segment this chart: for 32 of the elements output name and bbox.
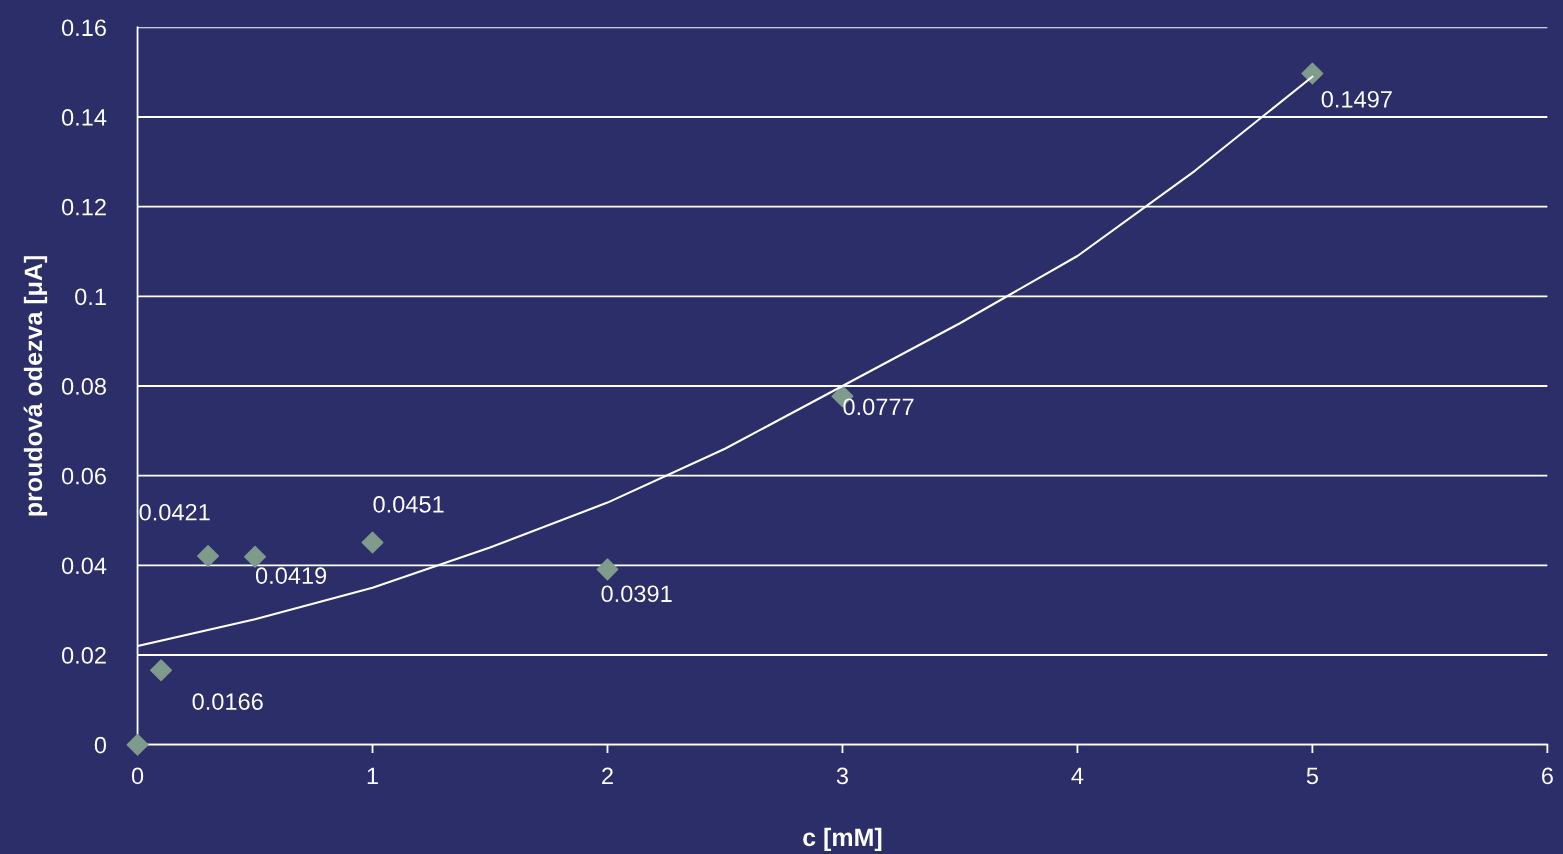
- y-tick-label: 0: [94, 736, 107, 754]
- data-label: 0.0166: [192, 693, 263, 710]
- point: [150, 659, 173, 682]
- data-label: 0.0419: [255, 567, 327, 584]
- data-label: 0.0451: [373, 495, 444, 513]
- y-tick-label: 0.04: [61, 557, 107, 575]
- point: [361, 531, 384, 554]
- y-tick-label: 0.08: [61, 378, 106, 395]
- point: [596, 558, 619, 581]
- point: [244, 545, 267, 568]
- y-tick-label: 0.12: [61, 198, 106, 216]
- data-label: 0.1497: [1321, 90, 1392, 108]
- x-tick-label: 5: [1306, 767, 1318, 785]
- y-tick-label: 0.16: [61, 19, 106, 37]
- data-label: 0.0777: [843, 398, 914, 416]
- point: [1301, 62, 1324, 85]
- x-tick-label: 1: [367, 767, 378, 785]
- x-tick-label: 6: [1542, 767, 1553, 785]
- y-tick-label: 0.1: [75, 288, 106, 306]
- y-tick-label: 0.06: [61, 467, 106, 485]
- x-axis-title: c [mM]: [803, 827, 882, 852]
- point: [197, 544, 220, 567]
- data-label: 0.0391: [601, 585, 672, 603]
- point: [126, 733, 149, 756]
- x-tick-label: 0: [131, 767, 144, 785]
- x-tick-label: 4: [1071, 767, 1084, 785]
- x-tick-label: 2: [602, 767, 613, 785]
- y-axis-title: proudová odezva [μA]: [23, 256, 48, 516]
- y-tick-label: 0.02: [61, 647, 106, 664]
- x-tick-label: 3: [836, 767, 848, 785]
- y-tick-label: 0.14: [61, 109, 107, 126]
- data-label: 0.0421: [139, 503, 210, 521]
